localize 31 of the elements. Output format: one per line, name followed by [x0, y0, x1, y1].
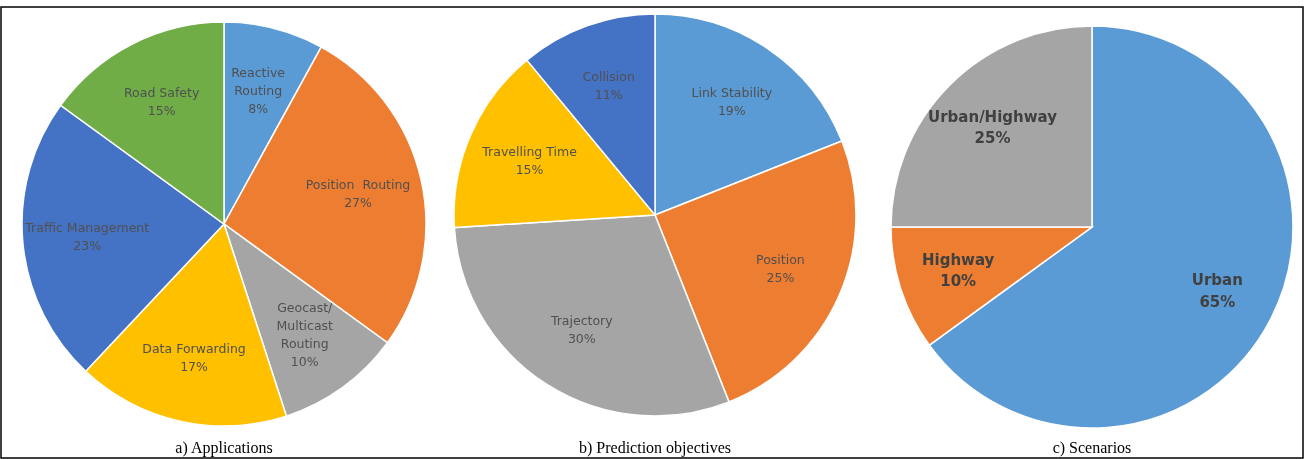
data-label: 10%	[940, 271, 977, 290]
data-label: 19%	[717, 102, 746, 118]
slice-label: Data Forwarding	[142, 340, 246, 356]
data-label: 17%	[180, 358, 209, 374]
slice-label: Urban/Highway	[928, 107, 1058, 126]
slice-label: Traffic Management	[24, 219, 150, 235]
slice-label: Position Routing	[305, 176, 411, 192]
text: b) Prediction objectives	[579, 438, 731, 457]
slice-label: Travelling Time	[481, 143, 578, 159]
slice-label: Reactive Routing	[231, 64, 286, 98]
data-label: 15%	[515, 161, 544, 177]
slice-label: Geocast/ Multicast Routing	[276, 299, 334, 351]
data-label: 25%	[974, 128, 1011, 147]
slice-label: Position	[756, 251, 805, 267]
slice-label: Highway	[921, 250, 995, 269]
slice-label: Link Stability	[691, 84, 773, 100]
data-label: 27%	[344, 194, 373, 210]
slice-label: Urban	[1191, 270, 1243, 289]
text: a) Applications	[175, 438, 273, 457]
slice-label: Collision	[582, 68, 635, 84]
slice-label: Trajectory	[549, 312, 614, 328]
text: c) Scenarios	[1052, 438, 1132, 457]
data-label: 8%	[248, 100, 269, 116]
data-label: 23%	[73, 237, 102, 253]
data-label: 11%	[594, 86, 623, 102]
data-label: 10%	[290, 353, 319, 369]
data-label: 15%	[147, 102, 176, 118]
data-label: 25%	[766, 269, 795, 285]
data-label: 30%	[567, 330, 596, 346]
data-label: 65%	[1199, 292, 1236, 311]
slice-label: Road Safety	[123, 84, 200, 100]
